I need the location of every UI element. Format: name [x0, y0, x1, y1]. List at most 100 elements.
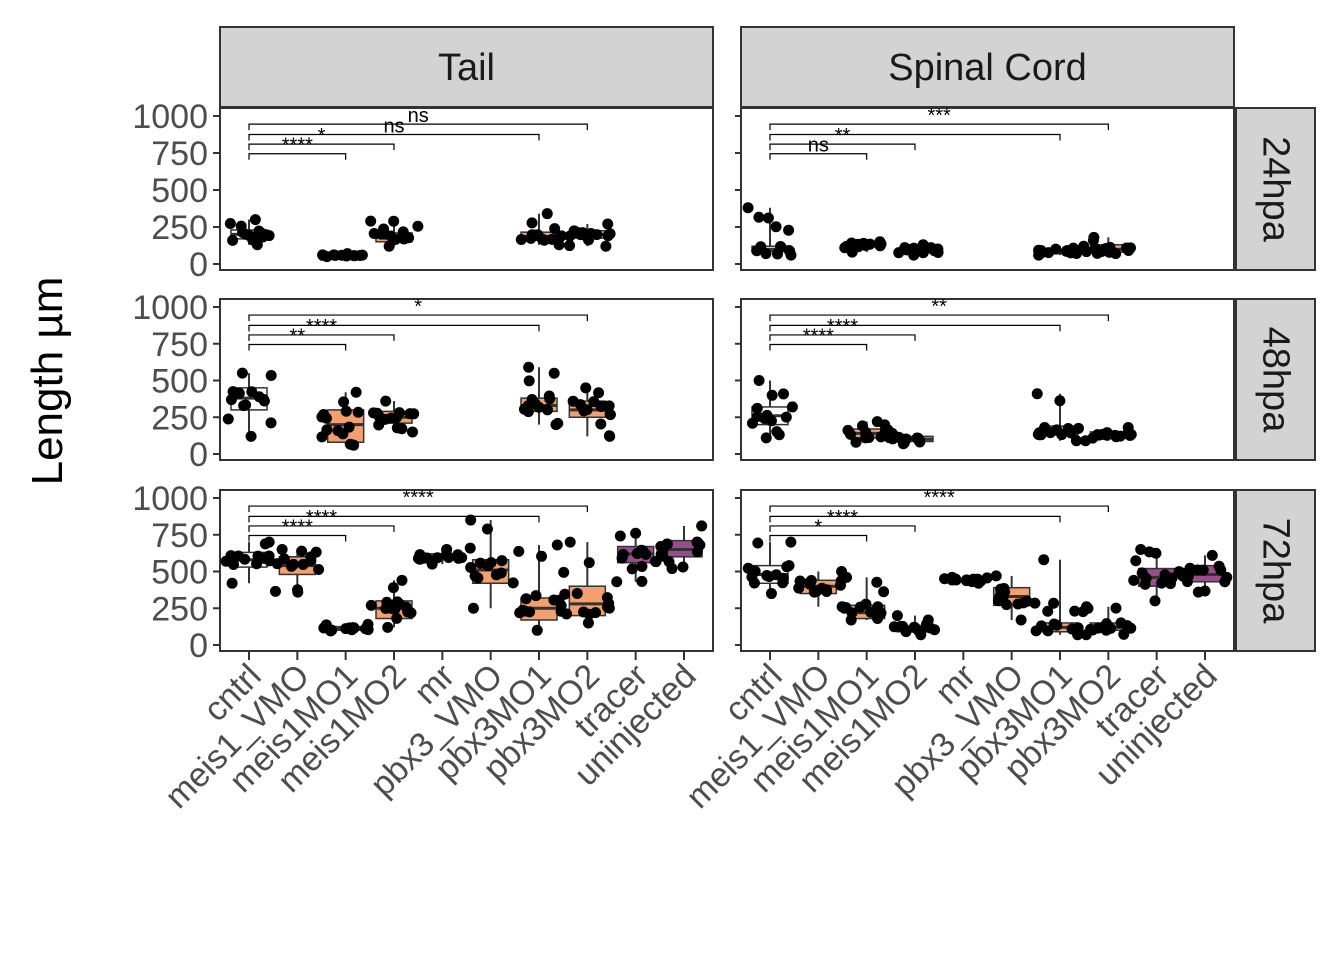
data-point [1093, 429, 1105, 441]
data-point [583, 557, 595, 569]
data-point [332, 425, 344, 437]
sig-label: *** [927, 105, 951, 127]
data-point [269, 585, 281, 597]
data-point [388, 215, 400, 227]
data-point [839, 242, 851, 254]
box-uninjected [1175, 549, 1233, 598]
panel-tail-72hpa: ************ [219, 487, 714, 652]
data-point [341, 250, 353, 262]
data-point [630, 527, 642, 539]
data-point [245, 430, 257, 442]
data-point [546, 233, 558, 245]
data-point [373, 419, 385, 431]
data-point [1042, 605, 1054, 617]
panel-spinal-cord-48hpa: ********** [740, 296, 1235, 461]
data-point [523, 361, 535, 373]
data-point [396, 574, 408, 586]
data-point [1021, 595, 1033, 607]
data-point [1015, 614, 1027, 626]
data-point [972, 573, 984, 585]
data-point [356, 249, 368, 261]
y-tick-label: 0 [189, 246, 208, 284]
data-point [240, 399, 252, 411]
box-cntrl [222, 367, 277, 442]
data-point [611, 576, 623, 588]
panel-border [740, 298, 1235, 461]
data-point [602, 218, 614, 230]
data-point [1048, 597, 1060, 609]
data-point [838, 602, 850, 614]
data-point [616, 552, 628, 564]
sig-line [248, 314, 588, 322]
panel-border [740, 107, 1235, 271]
data-point [1156, 577, 1168, 589]
data-point [297, 558, 309, 570]
data-point [541, 208, 553, 220]
data-point [1062, 246, 1074, 258]
facet-strips: Tail Spinal Cord 24hpa 48hpa 72hpa [219, 26, 1316, 652]
data-point [771, 426, 783, 438]
sig-line [248, 324, 540, 332]
data-point [821, 586, 833, 598]
data-point [243, 229, 255, 241]
data-point [580, 382, 592, 394]
sig-label: * [814, 516, 822, 538]
y-tick-label: 500 [151, 172, 208, 210]
data-point [465, 562, 477, 574]
data-point [751, 245, 763, 257]
panel-border [219, 107, 714, 271]
data-point [878, 586, 890, 598]
data-point [513, 545, 525, 557]
strip-72hpa: 72hpa [1235, 489, 1316, 652]
data-point [495, 567, 507, 579]
box-meis1mo2 [893, 239, 944, 261]
y-tick-label: 250 [151, 590, 208, 628]
sig-line [769, 153, 868, 160]
sig-label: ns [808, 135, 829, 157]
data-point [860, 598, 872, 610]
box-mr [412, 543, 468, 570]
box-uninjected [655, 520, 708, 575]
data-point [636, 575, 648, 587]
sig-label: ** [835, 125, 851, 147]
data-point [310, 546, 322, 558]
data-point [571, 587, 583, 599]
sig-bracket-pbx3mo1: ns [248, 116, 540, 141]
sig-line [769, 123, 1109, 131]
sig-bracket-meis1mo2: **** [248, 507, 395, 532]
data-point [626, 563, 638, 575]
sig-bracket-pbx3mo2: ** [769, 296, 1109, 322]
data-point [530, 590, 542, 602]
data-point [912, 432, 924, 444]
sig-label: **** [282, 516, 313, 538]
data-point [1035, 620, 1047, 632]
data-point [222, 413, 234, 425]
sig-bracket-pbx3mo1 [248, 515, 540, 523]
data-point [515, 234, 527, 246]
sig-bracket-meis1mo1: ** [248, 325, 347, 351]
data-point [850, 436, 862, 448]
data-point [636, 544, 648, 556]
data-point [950, 573, 962, 585]
y-tick-label: 750 [151, 326, 208, 364]
sig-label: **** [306, 316, 337, 338]
data-point [863, 431, 875, 443]
data-point [760, 432, 772, 444]
data-point [443, 551, 455, 563]
panel-tail-48hpa: ** ***** [219, 296, 714, 461]
strip-label: Tail [438, 47, 495, 89]
data-point [348, 622, 360, 634]
box-mr [939, 571, 993, 589]
data-point [321, 424, 333, 436]
sig-line [248, 153, 347, 160]
sig-label: ns [383, 116, 404, 138]
sig-label: **** [827, 316, 858, 338]
data-point [780, 411, 792, 423]
data-point [265, 417, 277, 429]
data-point [224, 218, 236, 230]
box-meis1mo1 [316, 386, 365, 451]
data-point [464, 542, 476, 554]
strip-label: 48hpa [1255, 327, 1297, 434]
sig-bracket-pbx3mo1 [769, 324, 1061, 332]
